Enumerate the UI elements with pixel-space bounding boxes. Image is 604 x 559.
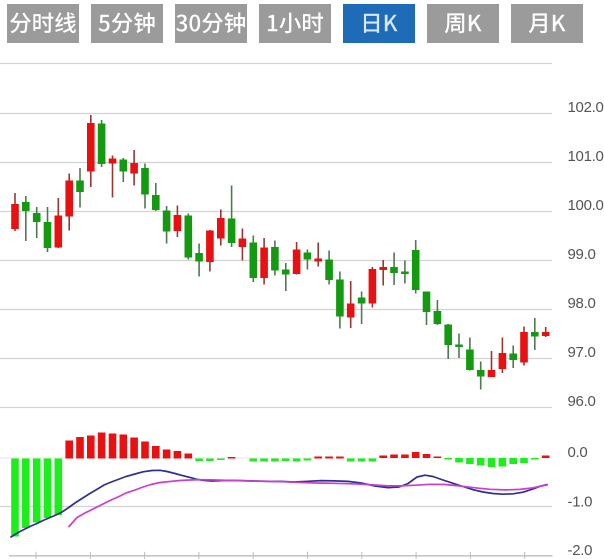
svg-text:-1.0: -1.0 [568,493,593,510]
svg-text:98.0: 98.0 [568,295,596,312]
svg-text:99.0: 99.0 [568,246,596,263]
svg-text:-2.0: -2.0 [568,542,593,559]
svg-text:0.0: 0.0 [568,444,588,461]
svg-text:96.0: 96.0 [568,393,596,410]
svg-text:100.0: 100.0 [568,197,604,214]
svg-text:101.0: 101.0 [568,148,604,165]
svg-text:102.0: 102.0 [568,99,604,116]
svg-text:97.0: 97.0 [568,344,596,361]
